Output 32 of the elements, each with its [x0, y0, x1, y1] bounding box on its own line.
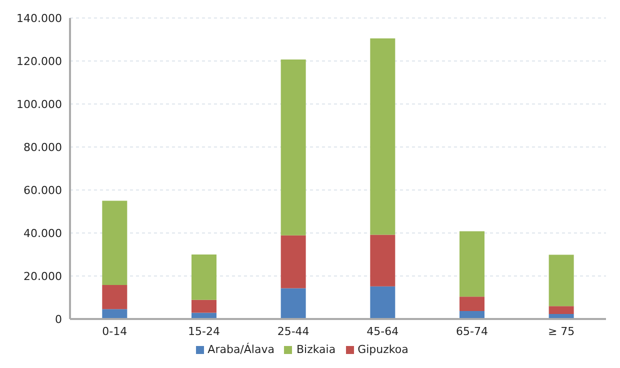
y-tick-label: 20.000	[24, 270, 62, 283]
x-tick-label: 45-64	[366, 324, 399, 338]
y-tick-label: 60.000	[24, 184, 62, 197]
x-tick-label: ≥ 75	[548, 324, 575, 338]
x-tick-label: 25-44	[277, 324, 310, 338]
legend-label: Bizkaia	[296, 343, 336, 356]
bar	[548, 254, 574, 306]
bar	[280, 59, 306, 236]
x-tick-label: 0-14	[102, 324, 128, 338]
y-tick-label: 120.000	[16, 54, 62, 68]
bar	[280, 288, 306, 319]
x-tick-label: 15-24	[188, 324, 220, 338]
bar	[370, 286, 396, 319]
y-tick-label: 0	[55, 312, 62, 326]
bar	[548, 306, 574, 314]
x-tick-label: 65-74	[456, 324, 488, 338]
bar	[459, 296, 484, 312]
bar	[280, 235, 306, 288]
y-tick-label: 100.000	[16, 98, 62, 111]
bar	[370, 234, 396, 286]
bar	[102, 285, 128, 310]
bar	[370, 38, 396, 235]
bar	[102, 309, 128, 319]
bar	[459, 231, 484, 297]
bar	[102, 200, 128, 286]
legend-label: Araba/Álava	[208, 343, 274, 356]
y-tick-label: 80.000	[24, 140, 62, 154]
legend-label: Gipuzkoa	[358, 343, 408, 356]
y-tick-label: 140.000	[16, 12, 62, 25]
y-tick-label: 40.000	[24, 226, 62, 240]
bar	[191, 300, 216, 313]
bar	[191, 254, 216, 300]
